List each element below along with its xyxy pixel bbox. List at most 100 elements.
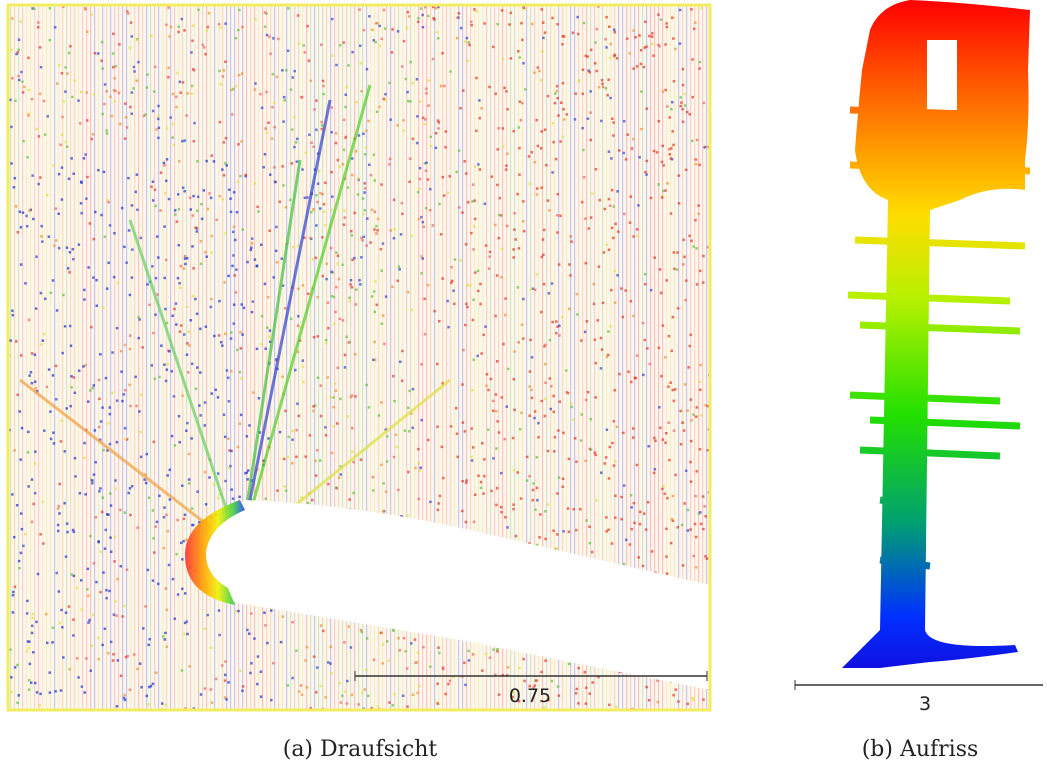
point xyxy=(185,429,188,432)
point xyxy=(286,684,290,687)
point xyxy=(164,379,168,383)
point xyxy=(171,136,174,139)
point xyxy=(374,280,377,283)
point xyxy=(678,8,682,12)
point xyxy=(214,388,217,392)
point xyxy=(167,563,171,567)
point xyxy=(380,183,383,186)
point xyxy=(522,229,526,233)
point xyxy=(315,224,318,227)
point xyxy=(520,323,524,327)
point xyxy=(138,5,140,710)
point xyxy=(115,440,119,444)
point xyxy=(250,310,254,314)
point xyxy=(543,128,547,131)
point xyxy=(652,471,656,475)
point xyxy=(65,522,69,525)
point xyxy=(296,137,299,141)
point xyxy=(398,5,400,710)
point xyxy=(154,276,158,280)
point xyxy=(653,467,657,471)
point xyxy=(329,645,333,649)
point xyxy=(568,307,571,311)
point xyxy=(48,671,52,674)
point xyxy=(512,503,515,506)
point xyxy=(122,696,126,700)
point xyxy=(310,5,312,710)
point xyxy=(11,17,14,20)
point xyxy=(200,202,203,206)
point xyxy=(429,135,433,139)
point xyxy=(254,82,257,85)
point xyxy=(183,29,186,32)
point xyxy=(127,12,130,15)
point xyxy=(128,487,132,490)
point xyxy=(60,198,64,201)
point xyxy=(109,492,112,495)
point xyxy=(692,245,695,248)
point xyxy=(184,707,187,710)
point xyxy=(144,113,147,116)
point xyxy=(113,560,116,563)
point xyxy=(156,117,160,121)
point xyxy=(78,5,80,710)
point xyxy=(39,291,43,295)
point xyxy=(528,370,532,373)
point xyxy=(45,193,49,197)
point xyxy=(666,496,669,500)
point xyxy=(402,129,405,132)
point xyxy=(424,206,428,210)
point xyxy=(290,162,294,165)
point xyxy=(563,118,566,121)
point xyxy=(28,209,31,212)
point xyxy=(150,5,152,710)
point xyxy=(544,343,547,347)
point xyxy=(123,604,126,608)
point xyxy=(373,340,376,344)
point xyxy=(359,458,363,461)
point xyxy=(239,174,242,178)
point xyxy=(326,376,329,379)
point xyxy=(518,100,522,103)
point xyxy=(164,587,168,590)
point xyxy=(635,354,639,357)
point xyxy=(376,217,380,221)
point xyxy=(307,59,311,62)
point xyxy=(134,375,137,379)
point xyxy=(236,348,239,352)
point xyxy=(434,7,438,10)
point xyxy=(492,648,495,651)
point xyxy=(396,124,400,127)
point xyxy=(416,20,420,24)
point xyxy=(163,276,166,280)
point xyxy=(630,527,634,531)
point xyxy=(162,5,164,710)
point xyxy=(534,5,536,710)
point xyxy=(256,682,259,686)
point xyxy=(331,195,334,198)
point xyxy=(543,345,546,348)
point xyxy=(239,347,243,350)
point xyxy=(644,20,647,24)
point xyxy=(171,122,175,126)
point xyxy=(218,120,222,124)
point xyxy=(191,24,195,27)
point xyxy=(151,682,155,686)
point xyxy=(599,367,603,370)
point xyxy=(61,115,64,119)
point xyxy=(661,144,664,148)
point xyxy=(558,5,560,710)
point xyxy=(365,383,368,387)
point xyxy=(13,176,17,180)
point xyxy=(397,265,401,268)
point xyxy=(571,31,575,35)
point xyxy=(240,140,243,143)
point xyxy=(539,310,543,314)
point xyxy=(171,92,175,96)
point xyxy=(504,515,507,519)
point xyxy=(518,173,521,176)
point xyxy=(213,334,216,338)
point xyxy=(517,247,521,250)
point xyxy=(57,172,61,176)
point xyxy=(182,539,185,543)
